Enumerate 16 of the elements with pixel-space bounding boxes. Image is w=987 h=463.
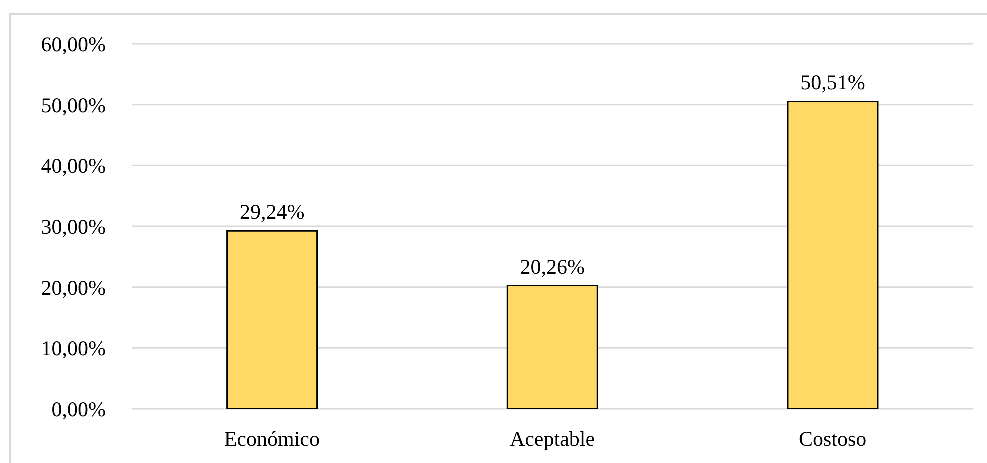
y-tick-label: 20,00% xyxy=(41,276,106,300)
bar xyxy=(787,100,879,409)
y-tick-label: 50,00% xyxy=(41,93,106,118)
data-label: 20,26% xyxy=(520,254,586,279)
y-tick-label: 0,00% xyxy=(52,397,106,422)
x-tick-label: Costoso xyxy=(798,426,867,451)
y-tick-label: 30,00% xyxy=(41,214,106,239)
y-tick-label: 10,00% xyxy=(41,336,106,361)
x-tick-label: Aceptable xyxy=(510,426,596,451)
data-label: 29,24% xyxy=(240,200,305,224)
y-tick-label: 40,00% xyxy=(41,154,106,178)
bar xyxy=(226,230,318,409)
y-tick-label: 60,00% xyxy=(41,32,106,56)
x-tick-label: Económico xyxy=(224,426,320,451)
data-label: 50,51% xyxy=(800,70,866,95)
bar xyxy=(506,285,598,409)
